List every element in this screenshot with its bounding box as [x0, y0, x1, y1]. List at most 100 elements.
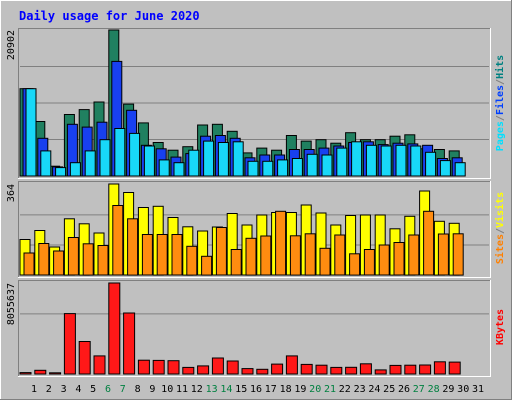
x-tick-label-12: 12	[191, 384, 203, 395]
y-max-label-hits-files-pages: 20902	[6, 30, 17, 60]
bar-pages-day-20	[306, 153, 318, 177]
x-tick-label-31: 31	[472, 384, 484, 395]
bar-kbytes-day-6	[93, 355, 106, 375]
x-tick-label-20: 20	[309, 384, 321, 395]
bar-sites-day-21	[319, 247, 331, 276]
bar-sites-day-23	[349, 253, 361, 276]
x-tick-labels: 1 2 3 4 5 6 7 8 9 10 11 12 13 14 15 16 17 18 19 20 21 22 23 24 2…	[31, 384, 484, 395]
x-tick-label-27: 27	[413, 384, 425, 395]
x-tick-label-18: 18	[280, 384, 292, 395]
bar-sites-day-28	[423, 210, 435, 276]
bar-kbytes-day-12	[182, 366, 195, 375]
x-tick-label-8: 8	[135, 384, 141, 395]
bar-kbytes-day-8	[123, 312, 136, 375]
bar-sites-day-13	[201, 255, 213, 276]
bar-pages-day-3	[55, 167, 67, 177]
x-tick-label-25: 25	[383, 384, 395, 395]
bar-kbytes-day-26	[389, 364, 402, 375]
x-tick-label-17: 17	[265, 384, 277, 395]
x-tick-label-5: 5	[90, 384, 96, 395]
bar-kbytes-day-20	[300, 363, 313, 375]
legend-entry-hits-files-pages-1: /	[495, 115, 506, 121]
bar-pages-day-28	[425, 151, 437, 177]
x-tick-label-19: 19	[294, 384, 306, 395]
bar-kbytes-day-23	[345, 366, 358, 375]
bar-sites-day-12	[186, 245, 198, 276]
bar-pages-day-4	[69, 162, 81, 177]
y-max-label-visits-sites: 364	[6, 184, 17, 202]
bar-sites-day-5	[82, 243, 94, 276]
bar-sites-day-8	[127, 218, 139, 276]
legend-entry-visits-sites-2: Visits	[494, 192, 506, 228]
bar-pages-day-8	[129, 132, 141, 177]
bar-kbytes-day-28	[419, 364, 432, 375]
bar-pages-day-25	[380, 145, 392, 177]
bar-pages-day-27	[410, 145, 422, 177]
bar-kbytes-day-30	[448, 361, 461, 375]
bar-sites-day-15	[230, 249, 242, 276]
bar-kbytes-day-10	[152, 359, 165, 375]
bars	[19, 29, 466, 375]
bar-sites-day-1	[23, 252, 35, 276]
bar-pages-day-30	[454, 162, 466, 177]
bar-pages-day-6	[99, 139, 111, 177]
bar-kbytes-day-2	[34, 369, 47, 375]
bar-kbytes-day-29	[433, 361, 446, 375]
bar-kbytes-day-22	[330, 366, 343, 375]
bar-pages-day-29	[439, 160, 451, 177]
bar-sites-day-18	[275, 210, 287, 276]
bar-kbytes-day-3	[49, 372, 62, 375]
bar-sites-day-10	[156, 234, 168, 276]
legend-kbytes: KBytes	[495, 309, 506, 345]
bar-pages-day-2	[40, 150, 52, 177]
bar-sites-day-29	[437, 233, 449, 276]
bar-pages-day-24	[365, 144, 377, 177]
x-tick-label-26: 26	[398, 384, 410, 395]
bar-pages-day-10	[158, 159, 170, 177]
bar-kbytes-day-5	[78, 341, 91, 375]
x-tick-label-16: 16	[250, 384, 262, 395]
x-tick-label-4: 4	[75, 384, 81, 395]
bar-sites-day-4	[67, 237, 79, 276]
bar-kbytes-day-4	[63, 313, 76, 375]
x-tick-label-7: 7	[120, 384, 126, 395]
legend-visits-sites: Sites/Visits	[494, 192, 506, 264]
x-tick-label-14: 14	[220, 384, 232, 395]
bar-sites-day-27	[408, 234, 420, 276]
bar-pages-day-14	[217, 142, 229, 177]
bar-pages-day-11	[173, 162, 185, 177]
bar-kbytes-day-21	[315, 364, 328, 375]
bar-kbytes-day-24	[359, 363, 372, 375]
bar-pages-day-15	[232, 141, 244, 177]
bar-pages-day-22	[336, 147, 348, 177]
bar-pages-day-21	[321, 154, 333, 177]
bar-kbytes-day-16	[241, 368, 254, 375]
x-tick-label-24: 24	[368, 384, 380, 395]
legend-hits-files-pages: Pages/Files/Hits	[494, 55, 506, 151]
x-tick-label-30: 30	[457, 384, 469, 395]
legend-entry-hits-files-pages-3: /	[495, 79, 506, 85]
x-tick-label-11: 11	[176, 384, 188, 395]
bar-sites-day-17	[260, 235, 272, 276]
bar-sites-day-26	[393, 242, 405, 276]
x-tick-label-29: 29	[442, 384, 454, 395]
bar-pages-day-19	[291, 158, 303, 177]
bar-pages-day-9	[143, 145, 155, 177]
bar-kbytes-day-27	[404, 364, 417, 375]
x-tick-label-13: 13	[206, 384, 218, 395]
bar-kbytes-day-18	[271, 363, 284, 375]
bar-sites-day-22	[334, 234, 346, 276]
y-max-label-kbytes: 8055637	[6, 283, 17, 325]
bar-sites-day-25	[378, 244, 390, 276]
bar-sites-day-9	[141, 234, 153, 276]
x-tick-label-10: 10	[161, 384, 173, 395]
bar-sites-day-24	[363, 249, 375, 276]
bar-pages-day-7	[114, 128, 126, 177]
bar-sites-day-20	[304, 233, 316, 276]
chart-title: Daily usage for June 2020	[19, 9, 200, 23]
x-tick-label-23: 23	[354, 384, 366, 395]
bar-sites-day-6	[97, 245, 109, 276]
legend-entry-visits-sites-0: Sites	[494, 234, 506, 264]
bar-sites-day-3	[53, 250, 65, 276]
